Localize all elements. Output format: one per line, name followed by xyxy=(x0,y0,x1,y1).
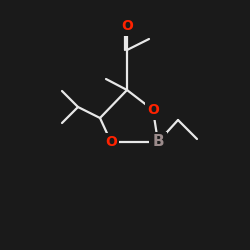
Text: O: O xyxy=(121,19,133,33)
Text: B: B xyxy=(152,134,164,150)
Text: O: O xyxy=(147,103,159,117)
Text: O: O xyxy=(105,135,117,149)
